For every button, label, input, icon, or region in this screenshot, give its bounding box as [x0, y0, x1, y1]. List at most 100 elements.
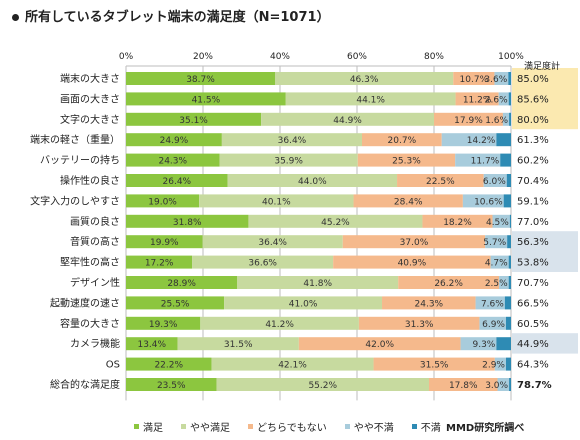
category-label: 文字入力のしやすさ — [30, 194, 120, 207]
data-label: 19.3% — [149, 320, 178, 330]
data-label: 23.5% — [157, 381, 186, 391]
bar-segment — [126, 255, 193, 269]
bar-segment — [126, 337, 178, 351]
data-label: 1.6% — [485, 116, 508, 126]
bar-segment — [494, 357, 506, 371]
bar-segment — [126, 72, 275, 85]
satisfaction-total: 85.0% — [517, 74, 549, 85]
bar-segment — [126, 235, 203, 249]
data-label: 18.2% — [443, 218, 472, 228]
bar-segment — [475, 296, 505, 310]
satisfaction-total: 80.0% — [517, 115, 549, 126]
data-label: 26.4% — [163, 177, 192, 187]
category-label: 文字の大きさ — [60, 113, 120, 126]
bar-segment — [502, 112, 510, 126]
legend-item: やや不満 — [344, 419, 394, 434]
bar-segment — [509, 214, 511, 228]
bar-segment — [485, 235, 508, 249]
highlight-band-bottom — [512, 333, 578, 354]
bar-segment — [126, 296, 225, 310]
bar-segment — [460, 337, 497, 351]
data-label: 41.5% — [192, 95, 221, 105]
data-label: 25.3% — [392, 157, 421, 167]
bar-segment — [441, 133, 497, 147]
x-tick-label: 20% — [193, 52, 213, 62]
category-label: 容量の大きさ — [60, 317, 120, 330]
bar-segment — [126, 153, 220, 167]
data-label: 22.5% — [426, 177, 455, 187]
bar-segment — [508, 255, 511, 269]
data-label: 7.6% — [481, 299, 504, 309]
x-tick-label: 0% — [119, 52, 134, 62]
bar-segment — [505, 316, 511, 330]
data-label: 5.7% — [483, 238, 506, 248]
data-label: 41.2% — [265, 320, 294, 330]
bar-segment — [126, 378, 217, 391]
bar-segment — [192, 255, 334, 269]
bar-segment — [274, 72, 454, 85]
bar-segment — [497, 378, 510, 391]
bar-segment — [177, 337, 299, 351]
data-label: 31.5% — [224, 340, 253, 350]
chart-legend: 満足 やや満足 どちらでもない やや不満 不満 — [134, 419, 459, 434]
bar-segment — [199, 194, 354, 208]
satisfaction-total: 61.3% — [517, 135, 549, 146]
data-label: 40.1% — [262, 197, 291, 207]
bar-segment — [496, 133, 511, 147]
bar-segment — [434, 112, 503, 126]
bar-segment — [496, 337, 511, 351]
satisfaction-total: 77.0% — [517, 217, 549, 228]
data-label: 22.2% — [154, 361, 183, 371]
bar-segment — [358, 316, 480, 330]
bar-segment — [479, 316, 506, 330]
satisfaction-total: 60.5% — [517, 319, 549, 330]
data-label: 41.0% — [289, 299, 318, 309]
legend-label: やや満足 — [190, 422, 230, 434]
data-label: 31.8% — [173, 218, 202, 228]
data-label: 10.6% — [474, 197, 503, 207]
legend-item: やや満足 — [181, 419, 230, 434]
category-label: OS — [106, 360, 120, 371]
category-label: カメラ機能 — [70, 337, 120, 350]
bar-segment — [494, 72, 509, 85]
bar-segment — [453, 72, 495, 85]
data-label: 11.2% — [463, 95, 492, 105]
data-label: 44.0% — [298, 177, 327, 187]
data-label: 35.1% — [179, 116, 208, 126]
bullet-icon — [12, 14, 19, 21]
category-label: 端末の大きさ — [60, 72, 120, 85]
data-label: 10.7% — [460, 75, 489, 85]
bar-segment — [499, 276, 509, 289]
data-label: 28.4% — [394, 197, 423, 207]
satisfaction-total: 53.8% — [517, 258, 549, 269]
satisfaction-total: 44.9% — [517, 339, 549, 350]
category-label: 堅牢性の高さ — [60, 256, 120, 269]
bar-segment — [333, 255, 491, 269]
data-label: 19.0% — [148, 197, 177, 207]
bar-segment — [455, 153, 501, 167]
data-label: 11.7% — [471, 157, 500, 167]
bar-segment — [357, 153, 456, 167]
bar-segment — [126, 174, 228, 187]
satisfaction-total: 78.7% — [517, 380, 552, 391]
data-label: 17.9% — [454, 116, 483, 126]
bar-segment — [509, 112, 511, 126]
bar-segment — [398, 276, 500, 289]
bar-segment — [498, 92, 509, 106]
legend-swatch — [344, 423, 350, 429]
bar-segment — [500, 153, 511, 167]
data-label: 35.9% — [274, 157, 303, 167]
bar-segment — [248, 214, 423, 228]
data-label: 24.3% — [415, 299, 444, 309]
legend-item: どちらでもない — [248, 419, 327, 434]
data-label: 24.9% — [160, 136, 189, 146]
data-label: 40.9% — [398, 259, 427, 269]
legend-swatch — [411, 423, 417, 429]
satisfaction-total: 85.6% — [517, 94, 549, 105]
bar-segment — [261, 112, 434, 126]
data-label: 37.0% — [400, 238, 429, 248]
category-label: 画質の良さ — [70, 215, 120, 228]
bar-segment — [422, 214, 493, 228]
satisfaction-total: 70.7% — [517, 278, 549, 289]
bar-segment — [353, 194, 463, 208]
